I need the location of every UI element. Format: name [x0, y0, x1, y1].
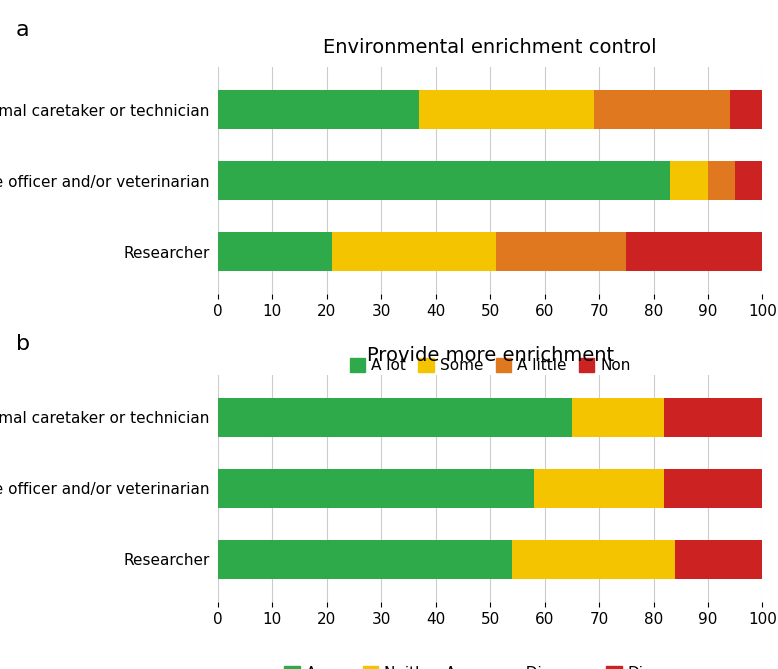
Bar [664, 469, 762, 508]
Text: a: a [16, 20, 30, 40]
Bar [594, 90, 730, 129]
Bar [218, 398, 572, 437]
Bar [218, 469, 534, 508]
Bar [670, 161, 708, 200]
Bar [512, 540, 675, 579]
Bar [218, 90, 419, 129]
Bar [332, 232, 496, 271]
Title: Environmental enrichment control: Environmental enrichment control [324, 38, 657, 57]
Title: Provide more enrichment: Provide more enrichment [366, 346, 614, 365]
Legend: Agree, Neither Agree nor Disagree, Disagree: Agree, Neither Agree nor Disagree, Disag… [279, 660, 702, 669]
Bar [419, 90, 594, 129]
Bar [218, 232, 332, 271]
Bar [218, 540, 512, 579]
Bar [626, 232, 762, 271]
Bar [218, 161, 670, 200]
Bar [730, 90, 762, 129]
Bar [534, 469, 664, 508]
Bar [708, 161, 735, 200]
Bar [735, 161, 762, 200]
Bar [496, 232, 626, 271]
Bar [664, 398, 762, 437]
Text: b: b [16, 334, 30, 355]
Legend: A lot, Some, A little, Non: A lot, Some, A little, Non [344, 352, 636, 379]
Bar [675, 540, 762, 579]
Bar [572, 398, 664, 437]
